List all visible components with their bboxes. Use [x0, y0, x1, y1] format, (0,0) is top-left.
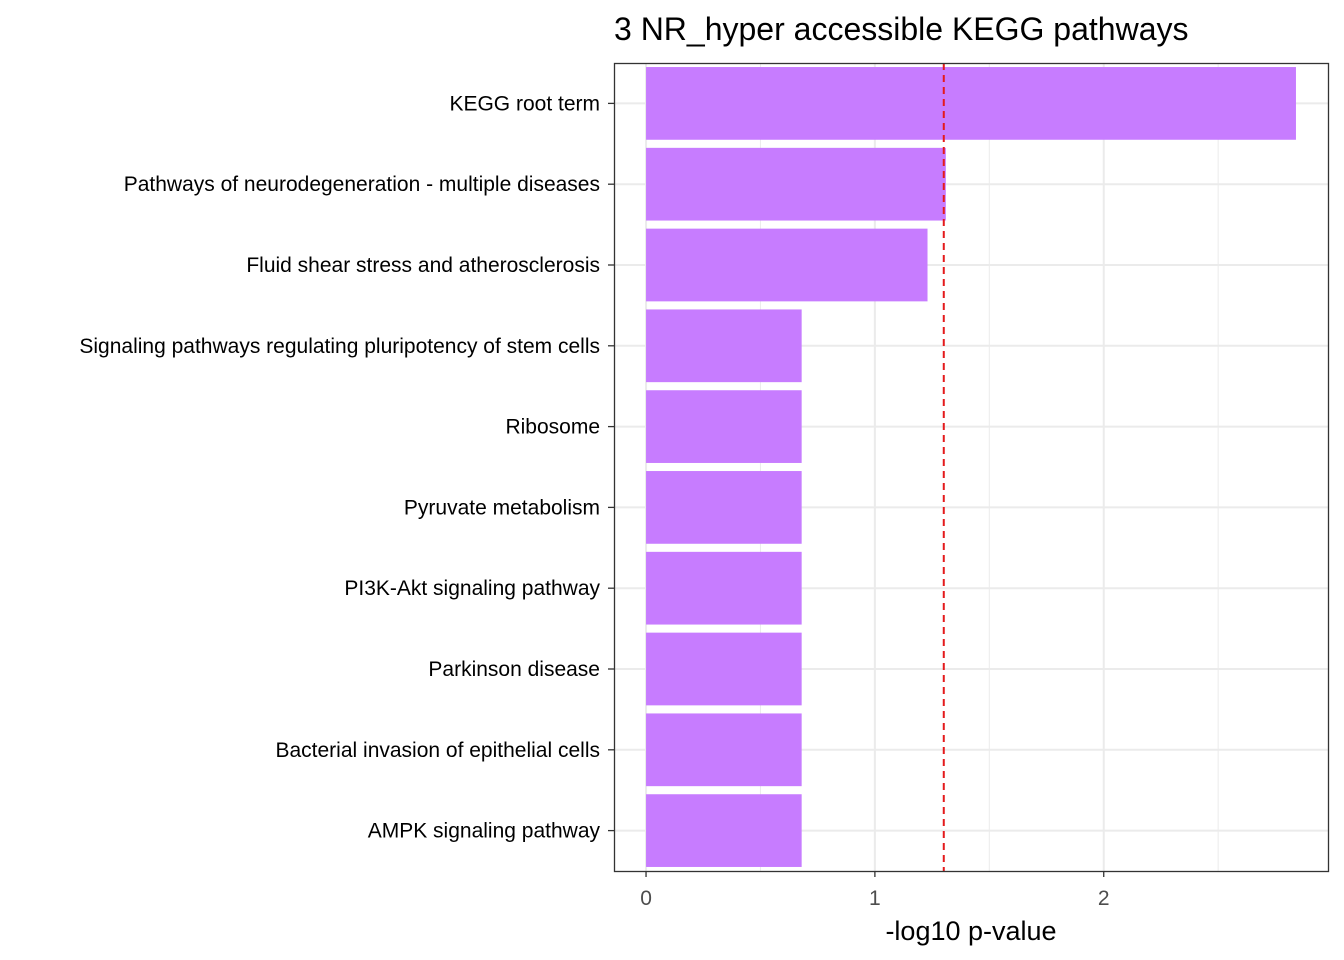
category-label: Parkinson disease: [428, 658, 600, 681]
bar: [646, 228, 928, 302]
bar: [646, 632, 802, 706]
category-label: Ribosome: [505, 416, 600, 439]
bar: [646, 713, 802, 787]
bar: [646, 471, 802, 544]
bars: [646, 67, 1296, 867]
category-label: AMPK signaling pathway: [368, 820, 601, 843]
category-label: Pyruvate metabolism: [404, 496, 600, 519]
x-tick-label: 0: [640, 887, 652, 910]
y-axis: KEGG root term Pathways of neurodegenerat…: [79, 92, 614, 843]
bar: [646, 67, 1296, 140]
bar: [646, 147, 946, 221]
category-label: Fluid shear stress and atherosclerosis: [246, 254, 600, 277]
bar: [646, 794, 802, 867]
category-label: Pathways of neurodegeneration - multiple…: [124, 173, 600, 196]
category-label: Signaling pathways regulating pluripoten…: [79, 335, 600, 358]
bar: [646, 309, 802, 383]
category-label: Bacterial invasion of epithelial cells: [275, 739, 600, 762]
bar: [646, 390, 802, 463]
chart-title: 3 NR_hyper accessible KEGG pathways: [614, 11, 1188, 47]
panel-border: [613, 62, 1330, 873]
bar: [646, 551, 802, 625]
category-label: PI3K-Akt signaling pathway: [344, 577, 600, 600]
x-axis-title: -log10 p-value: [885, 916, 1056, 946]
x-tick-label: 1: [869, 887, 881, 910]
category-label: KEGG root term: [449, 92, 600, 115]
x-axis: 0 1 2: [640, 871, 1110, 910]
x-tick-label: 2: [1098, 887, 1110, 910]
